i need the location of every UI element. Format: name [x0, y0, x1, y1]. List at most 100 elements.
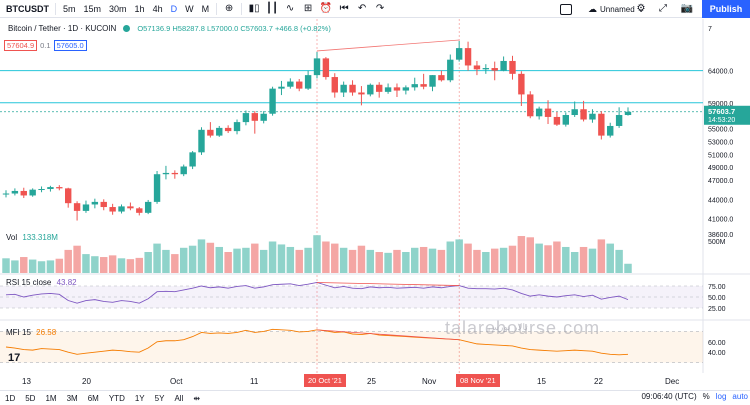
- candle-body: [615, 115, 623, 126]
- rsi-label: RSI 15 close: [6, 278, 52, 287]
- date-range-icon[interactable]: ⇹: [193, 393, 201, 403]
- settings-icon[interactable]: ⚙: [636, 3, 646, 14]
- rsi-legend[interactable]: RSI 15 close 43.82: [6, 278, 77, 287]
- market-status-dot: [123, 25, 131, 32]
- compare-add-icon[interactable]: ⊕: [224, 3, 234, 14]
- volume-bar: [20, 257, 28, 273]
- candle-body: [144, 201, 152, 213]
- range-6m[interactable]: 6M: [87, 393, 99, 403]
- replay-icon[interactable]: ⏮: [339, 3, 349, 14]
- volume-bar: [286, 246, 295, 273]
- time-tick-label: Oct: [170, 377, 183, 386]
- templates-icon[interactable]: ⊞: [303, 3, 313, 14]
- range-ytd[interactable]: YTD: [108, 393, 125, 403]
- volume-bar: [624, 263, 632, 273]
- bar-chart-style-icon[interactable]: ▮▯: [248, 3, 260, 14]
- price-tick-label: 53000.0: [708, 139, 733, 146]
- auto-toggle[interactable]: auto: [732, 392, 748, 401]
- candle-body: [322, 58, 330, 78]
- camera-icon[interactable]: 📷: [680, 3, 694, 14]
- candle-body: [384, 87, 392, 92]
- volume-bar: [268, 241, 277, 273]
- timeframe-15m[interactable]: 15m: [83, 3, 102, 14]
- mfi-value: 26.58: [36, 328, 57, 337]
- symbol-search[interactable]: BTCUSDT: [6, 3, 49, 14]
- timeframe-w[interactable]: W: [185, 3, 194, 14]
- legend-title[interactable]: Bitcoin / Tether · 1D · KUCOIN: [8, 24, 117, 33]
- timeframe-1h[interactable]: 1h: [134, 3, 145, 14]
- timeframe-d[interactable]: D: [170, 3, 178, 14]
- timeframe-30m[interactable]: 30m: [109, 3, 127, 14]
- price-tick-label: 49000.0: [708, 165, 733, 172]
- tradingview-logo-icon[interactable]: 17: [8, 352, 21, 364]
- candle-body: [527, 94, 534, 117]
- candle-body: [287, 81, 294, 87]
- candle-body: [269, 88, 276, 114]
- volume-bar: [544, 245, 552, 273]
- price-tick-label: 7: [708, 26, 712, 33]
- indicators-icon[interactable]: ∿: [285, 3, 295, 14]
- redo-icon[interactable]: ↷: [375, 3, 385, 14]
- percent-toggle[interactable]: %: [702, 392, 710, 401]
- volume-bar: [526, 237, 534, 273]
- range-3m[interactable]: 3M: [66, 393, 78, 403]
- mfi-legend[interactable]: MFI 15 26.58: [6, 328, 56, 337]
- candle-body: [11, 190, 19, 194]
- buy-price-button[interactable]: 57605.0: [53, 40, 87, 51]
- timeframe-4h[interactable]: 4h: [152, 3, 163, 14]
- candle-body: [438, 75, 445, 81]
- range-5y[interactable]: 5Y: [154, 393, 165, 403]
- volume-bar: [517, 236, 526, 273]
- candle-body: [251, 113, 258, 121]
- chart-legend: Bitcoin / Tether · 1D · KUCOIN O57136.9 …: [8, 24, 331, 33]
- volume-legend[interactable]: Vol 133.318M: [6, 233, 58, 242]
- timeframe-5m[interactable]: 5m: [63, 3, 76, 14]
- range-1d[interactable]: 1D: [5, 393, 16, 403]
- volume-bar: [535, 243, 543, 273]
- candle-body: [571, 109, 578, 116]
- fullscreen-icon[interactable]: ⤢: [659, 3, 667, 14]
- volume-bar: [446, 241, 455, 273]
- candle-body: [180, 166, 187, 175]
- range-1m[interactable]: 1M: [45, 393, 57, 403]
- candle-body: [393, 87, 401, 91]
- publish-button[interactable]: Publish: [702, 0, 750, 18]
- range-all[interactable]: All: [174, 393, 184, 403]
- candle-body: [402, 87, 410, 91]
- price-trend-line: [316, 39, 460, 52]
- volume-bar: [331, 243, 339, 273]
- candle-body: [313, 58, 321, 76]
- date-marker-lines: [316, 19, 460, 373]
- range-1y[interactable]: 1Y: [134, 393, 145, 403]
- layout-save[interactable]: ☁ Unnamed ⌄: [560, 2, 644, 16]
- volume-bar: [2, 258, 10, 273]
- sell-price-button[interactable]: 57604.9: [4, 40, 38, 51]
- candle-body: [153, 174, 161, 202]
- date-marker-label: 08 Nov '21: [456, 374, 500, 387]
- candle-body: [473, 65, 481, 70]
- candle-body: [109, 207, 116, 212]
- buy-sell-panel: 57604.9 0.1 57605.0: [4, 40, 87, 51]
- volume-bar: [357, 245, 366, 273]
- volume-bar: [259, 249, 268, 273]
- volume-bar: [28, 259, 37, 273]
- candle-body: [65, 188, 72, 204]
- log-toggle[interactable]: log: [715, 392, 727, 401]
- time-axis[interactable]: 13 20 Oct 11 25 Nov 15 22 Dec 20 Oct '21 08 Nov '2…: [0, 374, 702, 390]
- candle-body: [624, 111, 632, 116]
- alert-icon[interactable]: ⏰: [319, 3, 333, 14]
- range-5d[interactable]: 5D: [25, 393, 36, 403]
- spread-value: 0.1: [40, 41, 51, 50]
- price-tick-label: 59000.0: [708, 101, 733, 108]
- undo-icon[interactable]: ↶: [357, 3, 367, 14]
- candles-style-icon[interactable]: ┃┃: [266, 3, 279, 14]
- chart-grid: [0, 19, 750, 373]
- mfi-tick-label: 40.00: [708, 350, 726, 357]
- candle-body: [278, 86, 285, 89]
- layout-box-icon: [560, 3, 572, 15]
- price-chart[interactable]: 64000.0 59000.0 55000.0 53000.0 51000.0 49000…: [0, 19, 750, 373]
- volume-bar: [597, 239, 606, 273]
- timeframe-m[interactable]: M: [201, 3, 210, 14]
- volume-bar: [322, 241, 330, 273]
- utc-clock[interactable]: 09:06:40 (UTC): [641, 392, 697, 401]
